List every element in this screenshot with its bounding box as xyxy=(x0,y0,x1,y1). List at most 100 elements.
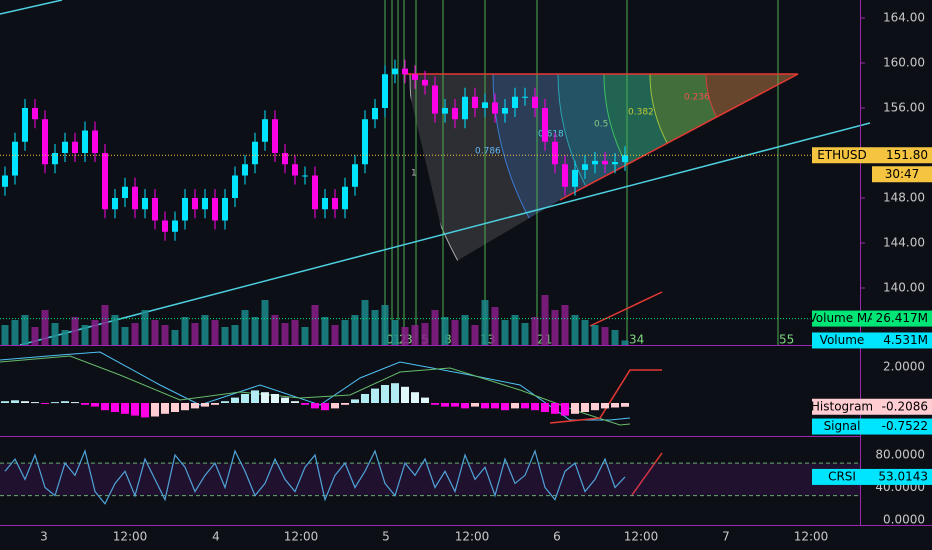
macd-hist-bar xyxy=(461,403,469,409)
macd-hist-bar xyxy=(231,397,239,403)
macd-hist-bar xyxy=(181,403,189,411)
price-tick-label: 164.00 xyxy=(883,11,925,25)
trend-line xyxy=(19,122,871,346)
crsi-tick-label: 0.0000 xyxy=(883,513,925,527)
candle-body xyxy=(372,108,378,120)
macd-hist-bar xyxy=(521,403,529,409)
macd-hist-bar xyxy=(591,403,599,411)
volume-bar xyxy=(81,325,89,345)
fan-label: 1 xyxy=(411,169,417,179)
crsi-projection xyxy=(631,452,663,496)
macd-projection xyxy=(549,369,662,424)
volume-bar xyxy=(251,317,259,345)
candle-body xyxy=(142,198,148,210)
macd-hist-bar xyxy=(321,403,329,411)
volume-bar xyxy=(481,300,489,345)
candle-body xyxy=(472,96,478,108)
volume-bar xyxy=(321,317,329,345)
volume-bar xyxy=(31,327,39,345)
macd-hist-bar xyxy=(151,403,159,417)
trend-line xyxy=(0,0,63,15)
volume-bar xyxy=(151,320,159,345)
tag-name-box xyxy=(812,418,872,435)
candle-body xyxy=(22,108,28,142)
volume-bar xyxy=(371,310,379,345)
volume-bar xyxy=(71,317,79,345)
macd-hist-bar xyxy=(371,388,379,403)
candle-body xyxy=(562,164,568,187)
volume-bar xyxy=(621,340,629,345)
candle-body xyxy=(62,141,68,153)
tag-value-box xyxy=(872,468,932,485)
volume-bar xyxy=(171,330,179,345)
volume-bar xyxy=(541,295,549,345)
candle-body xyxy=(162,220,168,232)
macd-hist-bar xyxy=(351,399,359,403)
volume-bar xyxy=(211,320,219,345)
macd-hist-bar xyxy=(21,401,29,403)
macd-hist-bar xyxy=(601,403,609,409)
volume-bar xyxy=(491,307,499,345)
tag-value-box xyxy=(872,398,932,415)
candle-body xyxy=(602,160,608,165)
fan-label: 0.236 xyxy=(684,93,710,103)
candle-body xyxy=(492,102,498,114)
x-tick-label: 3 xyxy=(40,530,48,544)
macd-hist-bar xyxy=(291,401,299,403)
macd-hist-bar xyxy=(401,386,409,403)
price-tick-label: 148.00 xyxy=(883,191,925,205)
macd-hist-bar xyxy=(241,394,249,403)
macd-hist-bar xyxy=(121,403,129,414)
tag-value: -0.7522 xyxy=(882,419,928,433)
candle-body xyxy=(332,198,338,210)
volume-bar xyxy=(381,305,389,345)
volume-trend xyxy=(589,291,663,327)
candle-body xyxy=(502,108,508,114)
fan-label: 0.382 xyxy=(628,108,654,118)
macd-hist-bar xyxy=(331,403,339,409)
crsi-tick-label: 80.0000 xyxy=(875,448,925,462)
tag-value: 53.0143 xyxy=(878,469,928,483)
tag-name: Volume MA xyxy=(808,311,876,325)
macd-hist-bar xyxy=(501,403,509,411)
candle-body xyxy=(392,68,398,75)
volume-bar xyxy=(611,330,619,345)
candle-body xyxy=(402,68,408,75)
fib-time-lines xyxy=(384,0,779,345)
tag-name-box xyxy=(812,398,872,415)
candle-body xyxy=(252,141,258,165)
x-tick-label: 4 xyxy=(212,530,220,544)
fib-label: 55 xyxy=(779,333,794,347)
tag-name: Signal xyxy=(824,419,861,433)
volume-bar xyxy=(1,325,9,345)
volume-bar xyxy=(301,327,309,345)
candle-body xyxy=(622,155,628,162)
x-tick-label: 12:00 xyxy=(794,530,829,544)
candle-body xyxy=(222,198,228,221)
macd-hist-bar xyxy=(171,403,179,412)
volume-bar xyxy=(141,310,149,345)
candle-body xyxy=(182,198,188,221)
price-tick-label: 140.00 xyxy=(883,281,925,295)
volume-bar xyxy=(111,315,119,345)
candle-body xyxy=(452,108,458,120)
x-tick-label: 6 xyxy=(553,530,561,544)
candle-body xyxy=(82,130,88,153)
tag-name: Volume xyxy=(820,333,865,347)
volume-bar xyxy=(281,323,289,345)
macd-hist-bar xyxy=(421,397,429,403)
crsi-band-fill xyxy=(0,463,860,496)
volume-bar xyxy=(161,325,169,345)
macd-hist-bar xyxy=(451,403,459,407)
tag-name-box xyxy=(812,147,872,164)
fib-label: 0 xyxy=(386,333,394,347)
candle-body xyxy=(242,164,248,176)
macd-hist-bar xyxy=(71,402,79,404)
volume-bar xyxy=(341,320,349,345)
candle-body xyxy=(52,153,58,165)
candle-body xyxy=(192,198,198,210)
candle-body xyxy=(92,130,98,153)
tag-value: 151.80 xyxy=(886,148,928,162)
x-tick-label: 12:00 xyxy=(624,530,659,544)
x-tick-label: 12:00 xyxy=(284,530,319,544)
